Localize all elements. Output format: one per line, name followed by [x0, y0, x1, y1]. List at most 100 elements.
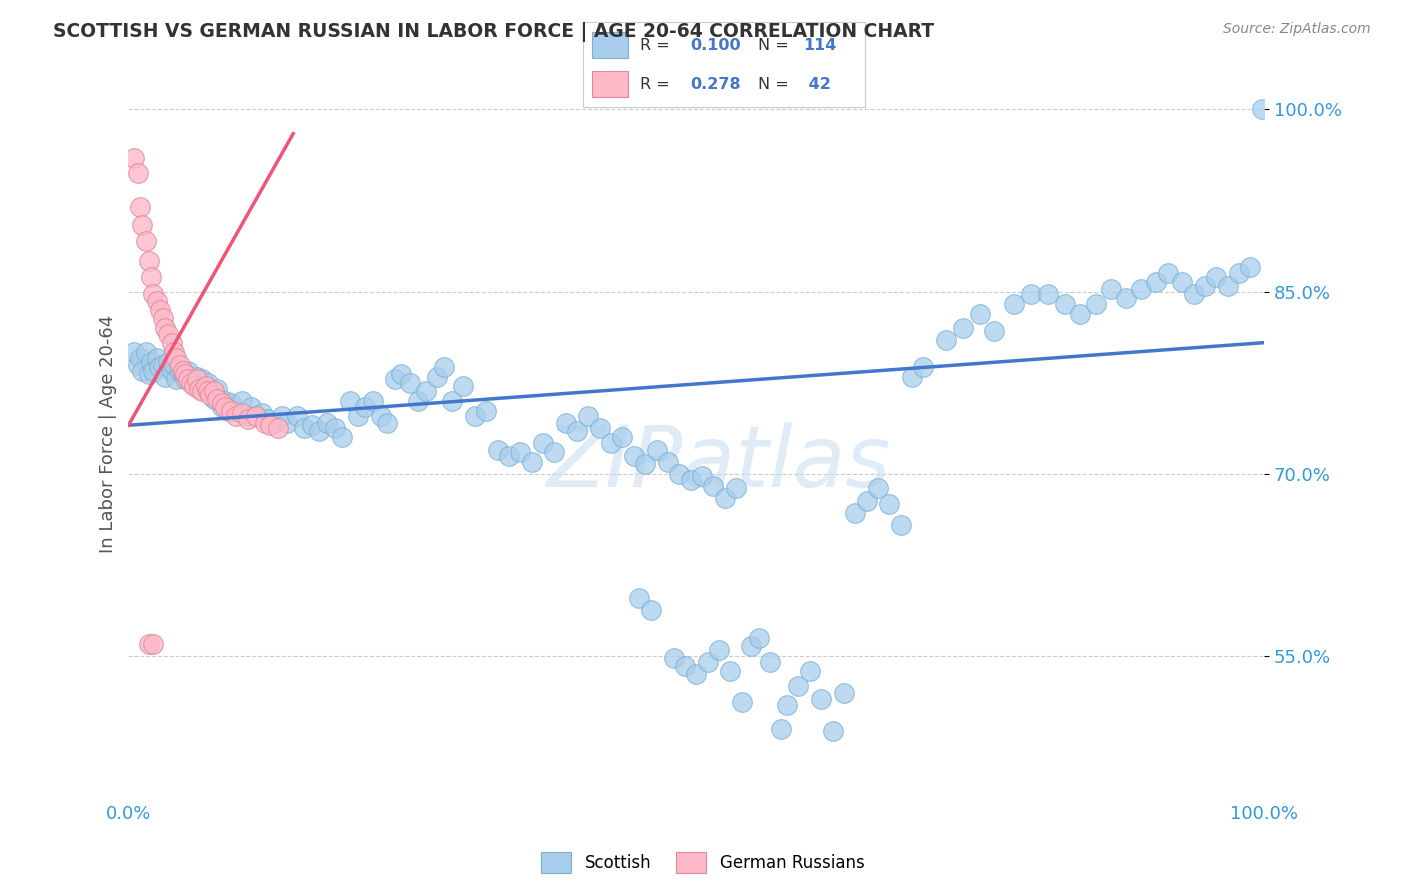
Point	[200, 384, 222, 399]
Point	[174, 368, 197, 382]
Text: ZIPatlas: ZIPatlas	[547, 422, 891, 505]
Bar	[592, 32, 628, 58]
Point	[770, 722, 793, 736]
Point	[1099, 282, 1122, 296]
Point	[146, 294, 169, 309]
Point	[270, 409, 292, 423]
Point	[384, 372, 406, 386]
Point	[205, 392, 228, 406]
Point	[127, 358, 149, 372]
Point	[983, 324, 1005, 338]
Point	[191, 372, 214, 386]
Point	[134, 345, 156, 359]
Point	[197, 384, 219, 399]
Point	[152, 358, 174, 372]
Point	[718, 664, 741, 678]
Point	[731, 695, 754, 709]
Legend: Scottish, German Russians: Scottish, German Russians	[534, 846, 872, 880]
Point	[214, 400, 236, 414]
Point	[128, 351, 150, 366]
Point	[211, 400, 233, 414]
Point	[160, 335, 183, 350]
Point	[211, 396, 233, 410]
Point	[131, 363, 153, 377]
Point	[231, 406, 253, 420]
Point	[370, 409, 392, 423]
Point	[1019, 287, 1042, 301]
Point	[707, 643, 730, 657]
Point	[589, 420, 612, 434]
Point	[152, 311, 174, 326]
Point	[969, 306, 991, 320]
Point	[1130, 282, 1153, 296]
Point	[176, 363, 198, 377]
Point	[690, 469, 713, 483]
Point	[1205, 270, 1227, 285]
Point	[623, 449, 645, 463]
Point	[149, 302, 172, 317]
Point	[142, 637, 165, 651]
Point	[219, 403, 242, 417]
Point	[174, 372, 197, 386]
Point	[832, 685, 855, 699]
Point	[217, 403, 239, 417]
Point	[1069, 306, 1091, 320]
Text: 42: 42	[803, 77, 831, 92]
Point	[673, 658, 696, 673]
Point	[141, 270, 163, 285]
Point	[361, 394, 384, 409]
Point	[740, 640, 762, 654]
Point	[531, 436, 554, 450]
Point	[267, 420, 290, 434]
Point	[245, 409, 267, 423]
Point	[276, 416, 298, 430]
Point	[685, 667, 707, 681]
Point	[912, 359, 935, 374]
Point	[205, 382, 228, 396]
Point	[183, 376, 205, 390]
Point	[433, 359, 456, 374]
Point	[640, 603, 662, 617]
Point	[252, 406, 274, 420]
Point	[259, 418, 281, 433]
Point	[172, 363, 194, 377]
Point	[187, 382, 209, 396]
Point	[323, 420, 346, 434]
Point	[169, 363, 191, 377]
Point	[134, 234, 156, 248]
Point	[240, 400, 263, 414]
Point	[1156, 267, 1178, 281]
Point	[153, 369, 176, 384]
Point	[554, 416, 576, 430]
Point	[799, 664, 821, 678]
Point	[186, 372, 208, 386]
Point	[612, 430, 634, 444]
Point	[810, 691, 832, 706]
Point	[901, 369, 924, 384]
Point	[645, 442, 668, 457]
Point	[183, 379, 205, 393]
Point	[142, 287, 165, 301]
Point	[141, 355, 163, 369]
Point	[202, 392, 225, 406]
Point	[236, 412, 259, 426]
Point	[165, 351, 187, 366]
Point	[475, 403, 498, 417]
Point	[486, 442, 509, 457]
Point	[186, 369, 208, 384]
Point	[377, 416, 399, 430]
Point	[821, 724, 844, 739]
Point	[1002, 297, 1025, 311]
Point	[131, 218, 153, 232]
Text: 114: 114	[803, 37, 837, 53]
Point	[285, 409, 308, 423]
Point	[1085, 297, 1108, 311]
Point	[146, 351, 169, 366]
Point	[127, 165, 149, 179]
Point	[702, 479, 724, 493]
Bar	[592, 71, 628, 97]
Point	[787, 680, 810, 694]
Point	[231, 394, 253, 409]
Point	[1054, 297, 1077, 311]
Point	[172, 368, 194, 382]
